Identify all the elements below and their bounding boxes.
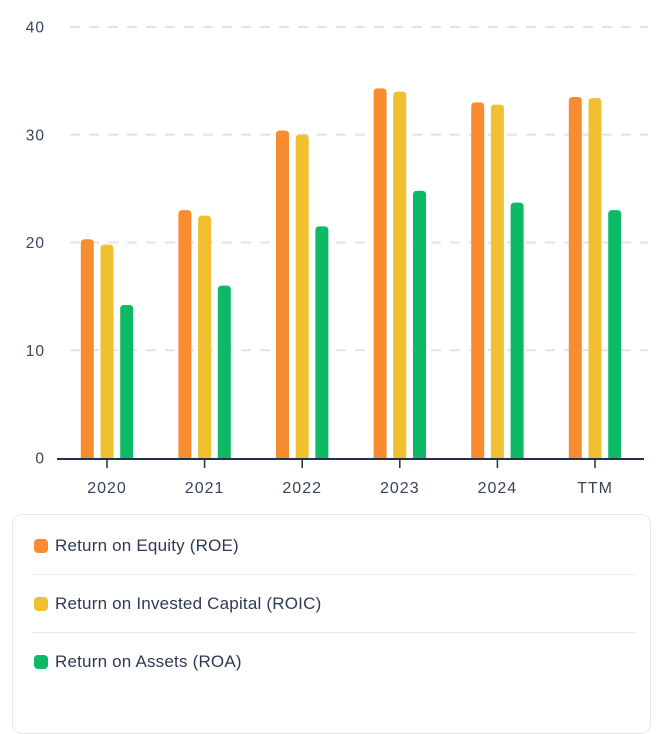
bar-roe-2024[interactable] — [471, 102, 485, 459]
legend-label-roe: Return on Equity (ROE) — [55, 535, 239, 555]
bar-roe-2020[interactable] — [80, 239, 94, 458]
bar-roa-2021[interactable] — [217, 285, 231, 458]
bar-roe-2021[interactable] — [178, 210, 192, 458]
y-axis-label-20: 20 — [26, 235, 45, 252]
y-axis-label-40: 40 — [26, 20, 45, 37]
bar-roa-2024[interactable] — [510, 202, 524, 458]
legend-label-roa: Return on Assets (ROA) — [55, 651, 242, 671]
roe-swatch-icon — [34, 538, 48, 553]
roa-swatch-icon — [34, 654, 48, 669]
bar-roic-2022[interactable] — [295, 134, 309, 458]
y-axis-label-30: 30 — [26, 127, 45, 144]
legend-item-roic[interactable]: Return on Invested Capital (ROIC) — [13, 575, 650, 632]
bar-roic-2024[interactable] — [490, 104, 504, 458]
bar-roa-2020[interactable] — [120, 304, 134, 458]
bar-roe-2022[interactable] — [276, 130, 289, 458]
legend-card: Return on Equity (ROE) Return on Investe… — [12, 514, 651, 734]
bar-roa-2023[interactable] — [413, 190, 426, 458]
x-axis-label-2022: 2022 — [282, 480, 322, 497]
x-axis-label-2021: 2021 — [185, 480, 225, 497]
bar-roic-2020[interactable] — [100, 244, 114, 458]
x-axis-label-TTM: TTM — [577, 480, 613, 497]
bar-roic-2021[interactable] — [198, 215, 212, 458]
x-axis-label-2023: 2023 — [380, 480, 420, 497]
legend-label-roic: Return on Invested Capital (ROIC) — [55, 593, 322, 613]
y-axis-label-0: 0 — [35, 451, 45, 468]
chart-canvas: 0 10 20 30 40 2020 2021 2022 2023 2024 TTM — [26, 20, 648, 497]
roe-roic-roa-bar-chart: 0 10 20 30 40 2020 2021 2022 2023 2024 TTM — [26, 20, 648, 497]
bar-roic-TTM[interactable] — [588, 98, 602, 459]
x-axis-label-2020: 2020 — [87, 480, 127, 497]
bar-roe-2023[interactable] — [373, 88, 387, 458]
bar-roa-2022[interactable] — [315, 226, 329, 458]
legend-item-roa[interactable]: Return on Assets (ROA) — [13, 633, 650, 690]
bar-roe-TTM[interactable] — [568, 97, 582, 458]
bar-roic-2023[interactable] — [393, 91, 407, 459]
legend-item-roe[interactable]: Return on Equity (ROE) — [13, 517, 650, 574]
legend-divider — [32, 574, 636, 575]
bar-roa-TTM[interactable] — [608, 210, 622, 458]
x-axis-label-2024: 2024 — [478, 480, 518, 497]
y-axis-label-10: 10 — [26, 343, 45, 360]
roic-swatch-icon — [34, 596, 48, 611]
legend-divider — [32, 632, 636, 633]
